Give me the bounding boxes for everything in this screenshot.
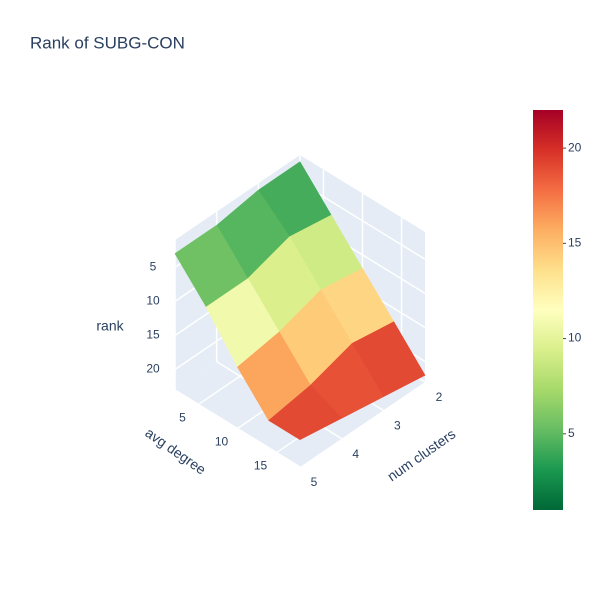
x-tick-label: 4	[352, 447, 359, 461]
y-axis-label: avg degree	[142, 424, 209, 477]
x-tick-label: 5	[311, 475, 318, 489]
y-tick-label: 10	[215, 435, 229, 449]
z-tick-label: 15	[146, 328, 160, 342]
colorbar-tick-label: 20	[568, 140, 582, 154]
colorbar	[533, 110, 563, 510]
x-tick-label: 2	[436, 390, 443, 404]
y-tick-label: 15	[254, 459, 268, 473]
y-tick-label: 5	[179, 411, 186, 425]
z-tick-label: 20	[146, 362, 160, 376]
colorbar-tick-label: 10	[568, 331, 582, 345]
z-tick-label: 5	[150, 259, 157, 273]
z-tick-label: 10	[146, 294, 160, 308]
z-axis-label: rank	[96, 318, 124, 334]
surface-patch	[268, 384, 343, 441]
grid-line	[299, 181, 426, 260]
colorbar-tick-label: 15	[568, 236, 582, 250]
chart-title: Rank of SUBG-CON	[30, 33, 185, 52]
x-tick-label: 3	[394, 419, 401, 433]
colorbar-tick-label: 5	[568, 426, 575, 440]
x-axis-label: num clusters	[384, 426, 458, 485]
